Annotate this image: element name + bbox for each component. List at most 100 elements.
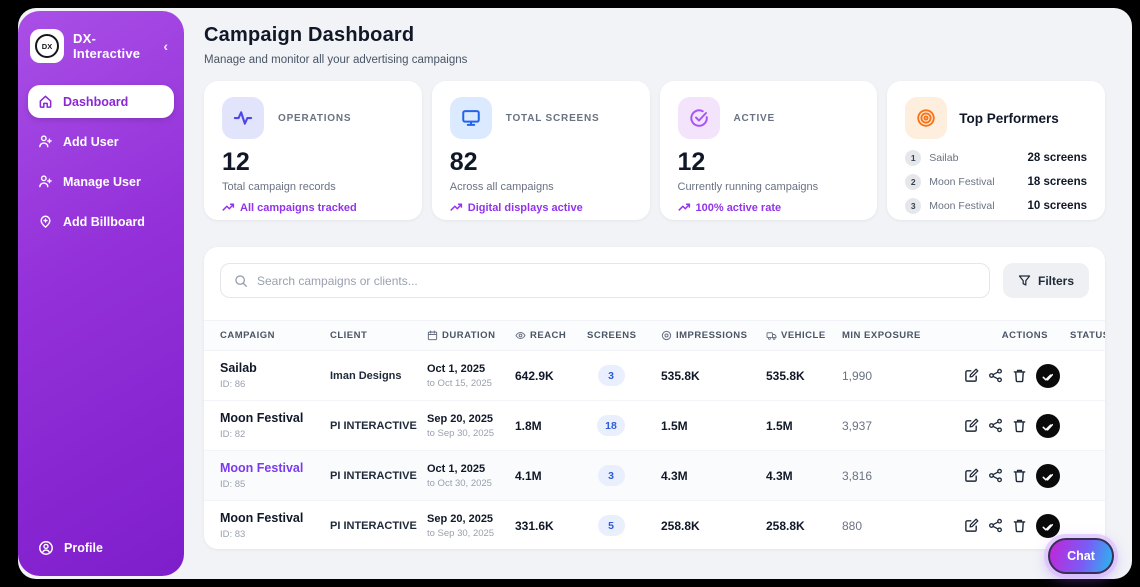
top-performer-item: 2 Moon Festival 18 screens xyxy=(905,174,1087,190)
campaign-name[interactable]: Moon Festival xyxy=(220,461,304,475)
search-icon xyxy=(235,274,247,287)
filters-button[interactable]: Filters xyxy=(1002,263,1089,298)
trash-icon[interactable] xyxy=(1012,418,1027,433)
sidebar-nav: Dashboard Add User Manage User Add Billb… xyxy=(18,85,184,238)
col-reach: REACH xyxy=(515,330,587,341)
vehicle-value: 535.8K xyxy=(766,368,805,383)
brand: DX DX-Interactive ‹ xyxy=(18,11,184,77)
page-title: Campaign Dashboard xyxy=(204,24,415,46)
col-vehicle: VEHICLE xyxy=(766,330,842,341)
impressions-icon xyxy=(661,330,672,341)
complete-check-icon[interactable] xyxy=(1036,463,1060,488)
edit-icon[interactable] xyxy=(964,518,979,533)
trash-icon[interactable] xyxy=(1012,368,1027,383)
eye-icon xyxy=(515,331,526,340)
campaign-id: ID: 82 xyxy=(220,429,246,440)
target-icon xyxy=(905,97,948,139)
sidebar: DX DX-Interactive ‹ Dashboard Add User M… xyxy=(18,11,184,576)
complete-check-icon[interactable] xyxy=(1036,513,1060,538)
performer-name: Moon Festival xyxy=(929,200,995,212)
home-icon xyxy=(39,95,52,108)
brand-title: DX-Interactive xyxy=(73,31,141,61)
vehicle-value: 4.3M xyxy=(766,468,793,483)
sidebar-collapse-icon[interactable]: ‹ xyxy=(163,38,168,54)
trending-up-icon xyxy=(222,203,235,211)
campaign-id: ID: 83 xyxy=(220,529,246,540)
stat-value: 82 xyxy=(449,148,478,176)
top-performer-item: 1 Sailab 28 screens xyxy=(905,150,1087,166)
top-performers-list: 1 Sailab 28 screens 2 Moon Festival 18 s… xyxy=(905,150,1087,214)
top-performer-item: 3 Moon Festival 10 screens xyxy=(905,198,1087,214)
duration-start: Sep 20, 2025 xyxy=(427,512,494,525)
stat-card-operations: OPERATIONS 12 Total campaign records All… xyxy=(204,81,422,220)
duration-start: Sep 20, 2025 xyxy=(427,412,494,425)
trash-icon[interactable] xyxy=(1012,468,1027,483)
table-row[interactable]: Moon Festival ID: 83 PI INTERACTIVE Sep 2… xyxy=(204,501,1105,549)
sidebar-item-label: Manage User xyxy=(63,174,141,189)
edit-icon[interactable] xyxy=(964,468,979,483)
stat-card-active: ACTIVE 12 Currently running campaigns 10… xyxy=(659,81,878,220)
duration-end: to Oct 30, 2025 xyxy=(427,477,492,489)
sidebar-item-add-billboard[interactable]: Add Billboard xyxy=(28,205,174,238)
col-actions: ACTIONS xyxy=(1001,330,1048,341)
campaign-name[interactable]: Moon Festival xyxy=(220,411,304,425)
brand-logo: DX xyxy=(30,29,64,63)
trending-up-icon xyxy=(450,203,462,211)
stat-label: TOTAL SCREENS xyxy=(505,112,600,124)
impressions-value: 535.8K xyxy=(661,368,700,383)
impressions-value: 1.5M xyxy=(661,418,688,433)
sidebar-item-label: Add User xyxy=(63,134,119,149)
complete-check-icon[interactable] xyxy=(1036,363,1060,388)
chat-button[interactable]: Chat xyxy=(1048,538,1114,574)
sidebar-item-label: Add Billboard xyxy=(63,214,145,229)
table-row[interactable]: Sailab ID: 86 Iman Designs Oct 1, 2025 to … xyxy=(204,351,1105,401)
campaign-name[interactable]: Moon Festival xyxy=(220,511,304,525)
stat-cards: OPERATIONS 12 Total campaign records All… xyxy=(204,81,1105,220)
sidebar-item-manage-user[interactable]: Manage User xyxy=(28,165,174,198)
vehicle-value: 1.5M xyxy=(766,418,793,433)
client-name: Iman Designs xyxy=(330,369,402,382)
col-client: CLIENT xyxy=(330,330,368,341)
stat-trend: All campaigns tracked xyxy=(222,201,404,214)
screens-badge: 3 xyxy=(597,365,625,386)
rank-badge: 1 xyxy=(905,150,922,166)
edit-icon[interactable] xyxy=(964,418,979,433)
client-name: PI INTERACTIVE xyxy=(330,419,417,432)
client-name: PI INTERACTIVE xyxy=(330,469,417,482)
col-impressions: IMPRESSIONS xyxy=(661,330,766,341)
trash-icon[interactable] xyxy=(1012,518,1027,533)
stat-description: Across all campaigns xyxy=(449,181,554,193)
sidebar-item-add-user[interactable]: Add User xyxy=(28,125,174,158)
complete-check-icon[interactable] xyxy=(1036,413,1060,438)
stat-value: 12 xyxy=(677,148,706,176)
screens-badge: 5 xyxy=(597,515,625,536)
check-circle-icon xyxy=(677,97,720,139)
rank-badge: 3 xyxy=(905,198,922,214)
vehicle-icon xyxy=(766,332,777,340)
brand-logo-text: DX xyxy=(35,34,59,58)
col-duration: DURATION xyxy=(427,330,515,341)
table-row[interactable]: Moon Festival ID: 85 PI INTERACTIVE Oct 1… xyxy=(204,451,1105,501)
stat-value: 12 xyxy=(222,148,250,176)
sidebar-item-label: Dashboard xyxy=(63,94,129,109)
campaign-name[interactable]: Sailab xyxy=(220,361,257,375)
table-row[interactable]: Moon Festival ID: 82 PI INTERACTIVE Sep 2… xyxy=(204,401,1105,451)
table-body: Sailab ID: 86 Iman Designs Oct 1, 2025 to … xyxy=(204,351,1105,549)
sidebar-item-dashboard[interactable]: Dashboard xyxy=(28,85,174,118)
performer-screens: 10 screens xyxy=(1027,200,1087,212)
share-icon[interactable] xyxy=(988,418,1003,433)
share-icon[interactable] xyxy=(988,518,1003,533)
search-input[interactable] xyxy=(257,273,976,288)
screens-badge: 3 xyxy=(597,465,625,486)
share-icon[interactable] xyxy=(988,368,1003,383)
stat-description: Currently running campaigns xyxy=(677,181,819,193)
sidebar-item-profile[interactable]: Profile xyxy=(18,526,184,576)
calendar-icon xyxy=(427,330,438,341)
rank-badge: 2 xyxy=(905,174,922,190)
performer-name: Moon Festival xyxy=(929,176,995,188)
edit-icon[interactable] xyxy=(964,368,979,383)
share-icon[interactable] xyxy=(988,468,1003,483)
monitor-icon xyxy=(449,97,492,139)
col-campaign: CAMPAIGN xyxy=(220,330,276,341)
